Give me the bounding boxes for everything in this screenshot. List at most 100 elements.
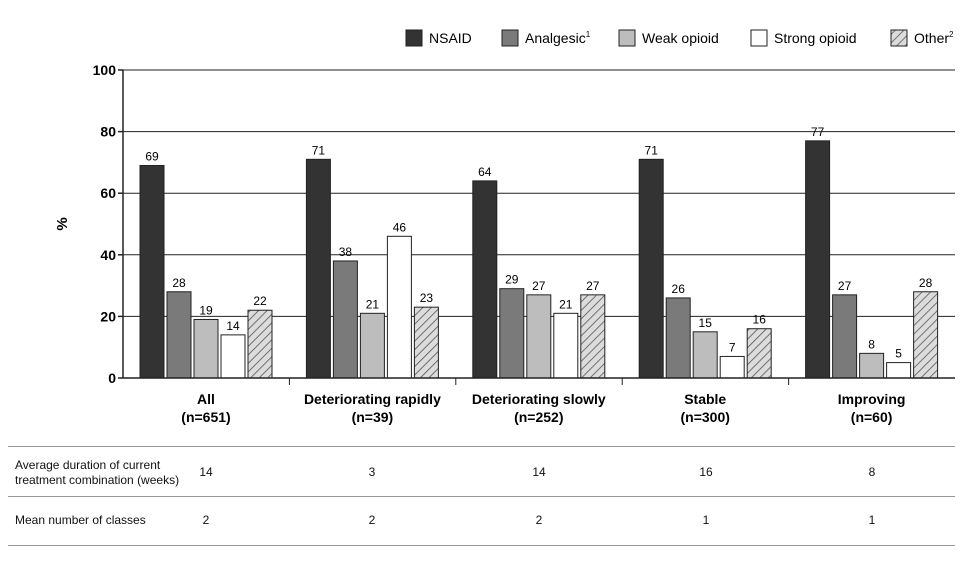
bar [332,260,358,379]
bar [499,288,525,379]
chart: 69 28 19 14 2 27 1 38 21 46 23 64 29 27 21 27 71 26 15 7 16 7… [54,29,955,425]
category-label: Stable [684,391,726,407]
bar-value-label: 28 [172,276,186,290]
bar-value-label: 29 [505,273,519,287]
bar [386,235,412,379]
bar-value-label: 21 [366,297,380,311]
bar-value-label: 8 [868,337,875,351]
table-cell: 2 [368,513,376,527]
legend-swatch [405,29,423,47]
bar [305,158,331,379]
table-cell: 8 [868,465,876,479]
bar-value-label: 69 [145,149,159,163]
bar [913,291,939,379]
bar [859,352,885,379]
legend-label: Other2 [914,30,954,46]
category-n-label: (n=252) [514,409,563,425]
category-n-label: (n=60) [851,409,893,425]
bar-value-label: 26 [672,282,686,296]
bar-value-label: 23 [420,291,434,305]
bar-value-label: 27 [586,279,600,293]
bar [139,164,165,379]
bar-value-label: 15 [699,316,713,330]
legend: NSAID Analgesic1 Weak opioid Strong opioid O… [405,29,954,47]
category-n-label: (n=39) [352,409,394,425]
bar [580,294,606,379]
bar-value-label: 21 [559,297,573,311]
legend-item: NSAID [405,29,472,47]
table-cell: 3 [368,465,376,479]
y-tick-label: 0 [108,370,116,386]
bar-value-label: 64 [478,165,492,179]
summary-table: Average duration of current treatment co… [8,446,955,546]
legend-swatch [890,29,908,47]
bar-value-label: 22 [253,294,267,308]
bar [193,318,219,379]
bar [220,334,246,379]
y-tick-label: 60 [100,185,116,201]
bar-value-label: 71 [312,143,326,157]
legend-label: Strong opioid [774,30,857,46]
bar-value-label: 27 [838,279,852,293]
table-cell: 16 [699,465,713,479]
legend-superscript: 2 [949,30,954,39]
bar [886,362,912,379]
bar-value-label: 28 [919,276,933,290]
y-tick-label: 40 [100,247,116,263]
category-n-label: (n=651) [181,409,230,425]
row-label-classes: Mean number of classes [15,513,146,527]
bar-value-label: 19 [199,303,213,317]
legend-item: Strong opioid [750,29,857,47]
bar [638,158,664,379]
bar [166,291,192,379]
bar-value-label: 38 [339,245,353,259]
bar-value-label: 5 [895,347,902,361]
category-label: All [197,391,215,407]
legend-item: Weak opioid [618,29,719,47]
bar [553,312,579,379]
bar [247,309,273,379]
bar [832,294,858,379]
bar-value-label: 27 [532,279,546,293]
bar [359,312,385,379]
table-cell: 14 [199,465,213,479]
y-axis-label: % [54,217,71,230]
bar-value-label: 71 [645,143,659,157]
legend-superscript: 1 [586,30,591,39]
bar-value-label: 46 [393,220,407,234]
table-row: Average duration of current treatment co… [8,446,955,496]
legend-swatch [618,29,636,47]
y-tick-label: 20 [100,308,116,324]
row-label-duration: Average duration of current treatment co… [15,458,179,488]
category-label: Improving [838,391,906,407]
table-cell: 2 [202,513,210,527]
bar [746,328,772,379]
legend-label: Weak opioid [642,30,719,46]
legend-item: Other2 [890,29,954,47]
table-cell: 14 [532,465,546,479]
legend-label: Analgesic1 [525,30,591,46]
legend-label: NSAID [429,30,472,46]
bar [472,180,498,379]
bar-value-label: 14 [226,319,240,333]
bar [665,297,691,379]
bar-value-label: 7 [729,340,736,354]
y-tick-label: 80 [100,124,116,140]
bars: 69 28 19 14 22 71 38 21 46 23 64 29 27 21 27 71 26 15 7 16 7… [139,125,939,379]
table-cell: 1 [702,513,710,527]
table-row: Mean number of classes 2 2 2 1 1 [8,496,955,546]
legend-item: Analgesic1 [501,29,591,47]
y-tick-label: 100 [93,62,117,78]
bar [526,294,552,379]
legend-swatch [501,29,519,47]
bar [692,331,718,379]
legend-swatch [750,29,768,47]
category-n-label: (n=300) [680,409,729,425]
bar [719,355,745,379]
bar-value-label: 16 [753,313,767,327]
row-label-line: treatment combination (weeks) [15,473,180,487]
bar [413,306,439,379]
row-label-line: Average duration of current [15,458,161,472]
table-cell: 1 [868,513,876,527]
bar [805,140,831,379]
